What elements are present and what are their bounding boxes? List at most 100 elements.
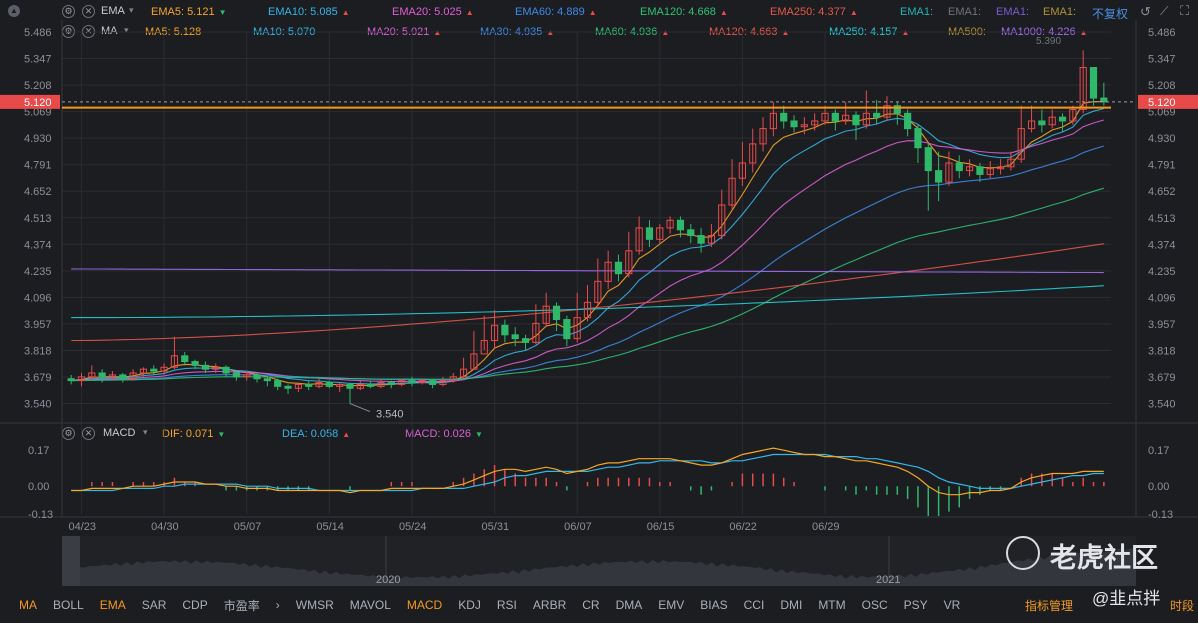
price-axis-left: 5.486 5.347 5.208 5.069 4.930 4.791 4.652 4.513…	[24, 27, 52, 411]
ema-value: EMA120: 4.668 ▲	[640, 6, 728, 18]
candle-body	[459, 368, 468, 378]
candle-body	[1048, 116, 1056, 126]
indicator-tab[interactable]: MTM	[818, 598, 846, 612]
price-tick-label: 4.096	[1148, 292, 1176, 304]
indicator-tab[interactable]: MA	[19, 598, 37, 612]
indicator-tab[interactable]: CR	[582, 598, 600, 612]
close-icon[interactable]: ✕	[82, 5, 95, 18]
candle-body	[542, 305, 550, 324]
candle-body	[573, 317, 581, 340]
macd-tick-label: 0.17	[28, 445, 49, 457]
candle-body	[862, 112, 870, 126]
chevron-down-icon[interactable]: ▾	[129, 5, 134, 15]
settings-gear-icon[interactable]: ⚙	[62, 5, 75, 18]
indicator-tab[interactable]: DMA	[615, 598, 643, 612]
indicator-tab[interactable]: CCI	[743, 598, 765, 612]
candle-body	[377, 382, 385, 387]
navigator-area	[62, 548, 1136, 586]
candle-body	[181, 355, 189, 363]
indicator-tab[interactable]: CDP	[182, 598, 208, 612]
indicator-tab[interactable]: VR	[943, 598, 961, 612]
candle-body	[552, 305, 561, 321]
candle-body	[996, 166, 1005, 170]
indicator-tab[interactable]: KDJ	[458, 598, 481, 612]
up-arrow-icon: ▲	[719, 8, 728, 17]
price-axis-right: 5.486 5.347 5.208 5.069 4.930 4.791 4.652 4.513…	[1148, 27, 1176, 411]
indicator-tab[interactable]: RSI	[496, 598, 517, 612]
price-tick-label: 4.652	[1148, 186, 1176, 198]
price-tick-label: 4.791	[1148, 160, 1176, 172]
candle-body	[1027, 120, 1036, 130]
indicator-tab[interactable]: EMA	[99, 598, 126, 612]
price-tick-label: 5.486	[24, 27, 52, 39]
indicator-tab[interactable]: MACD	[406, 598, 443, 612]
candle-body	[625, 250, 633, 275]
ema-value: EMA10: 5.085 ▲	[268, 6, 350, 18]
ma-line-ema20	[71, 119, 1104, 383]
up-arrow-icon: ▲	[588, 8, 597, 17]
candle-body	[759, 128, 767, 145]
candle-body	[129, 372, 137, 380]
macd-tick-label: 0.00	[1148, 481, 1169, 493]
indicator-tab[interactable]: ›	[275, 598, 280, 612]
candle-body	[924, 147, 932, 172]
indicator-tab[interactable]: OSC	[861, 598, 888, 612]
ema-legend-row: ▲ ⚙ ✕ EMA ▾ EMA5: 5.121 ▼ EMA10: 5.085 ▲ EMA…	[0, 2, 1198, 22]
price-chart[interactable]: 5.486 5.347 5.208 5.069 4.930 4.791 4.652 4.513…	[0, 0, 1198, 593]
candle-body	[263, 378, 271, 382]
candle-body	[274, 380, 282, 387]
current-price-tag	[1138, 94, 1198, 109]
chevron-down-icon[interactable]: ▾	[143, 427, 148, 437]
date-tick-label: 06/22	[729, 521, 757, 533]
date-tick-label: 06/07	[564, 521, 592, 533]
candle-body	[305, 383, 313, 387]
indicator-tab[interactable]: SAR	[141, 598, 167, 612]
indicator-manage-button[interactable]: 指标管理	[1025, 599, 1074, 613]
indicator-tab[interactable]: ARBR	[532, 598, 567, 612]
candle-body	[986, 168, 994, 175]
price-tick-label: 5.347	[1148, 54, 1176, 66]
period-button[interactable]: 时段	[1170, 599, 1195, 613]
price-tick-label: 5.069	[1148, 107, 1176, 119]
reset-icon[interactable]: ↺	[1140, 4, 1151, 19]
candle-body	[645, 227, 654, 240]
macd-value: DIF: 0.071 ▼	[162, 428, 226, 440]
indicator-tab[interactable]: 市盈率	[223, 598, 260, 613]
candle-body	[201, 364, 210, 370]
ema-value: EMA1:	[948, 6, 982, 18]
candle-body	[738, 162, 746, 179]
navigator-year-label: 2021	[876, 574, 900, 586]
ema-value: EMA1:	[996, 6, 1030, 18]
ma-line-ema10	[71, 108, 1104, 385]
price-tick-label: 4.235	[24, 266, 52, 278]
close-icon[interactable]: ✕	[82, 427, 95, 440]
macd-tick-label: -0.13	[28, 509, 53, 521]
indicator-tab[interactable]: EMV	[658, 598, 685, 612]
ma-legend-row: ⚙ ✕ MA ▾ MA5: 5.128 MA10: 5.070 MA20: 5.02…	[0, 22, 1198, 42]
price-tick-label: 3.540	[1148, 399, 1176, 411]
ema-value: EMA250: 4.377 ▲	[770, 6, 858, 18]
fullscreen-icon[interactable]: ⛶	[1180, 3, 1190, 18]
indicator-tab[interactable]: MAVOL	[349, 598, 391, 612]
collapse-icon[interactable]: ▲	[8, 5, 20, 17]
indicator-tab-bar: MA BOLL EMA SAR CDP 市盈率 › WMSR MAVOL MACD KDJ RSI AR…	[0, 593, 1198, 617]
candle-body	[511, 334, 519, 340]
up-arrow-icon: ▲	[342, 430, 351, 439]
candle-body	[769, 112, 777, 130]
candle-body	[490, 324, 499, 342]
indicator-tab[interactable]: PSY	[903, 598, 928, 612]
date-tick-label: 04/23	[68, 521, 96, 533]
ema-value: EMA1:	[900, 6, 934, 18]
chevron-down-icon[interactable]: ▾	[124, 25, 129, 35]
candle-body	[98, 372, 106, 378]
indicator-tab[interactable]: WMSR	[295, 598, 334, 612]
current-price-tag	[0, 94, 60, 109]
adjust-mode-button[interactable]: 不复权	[1092, 7, 1129, 21]
candle-body	[470, 353, 478, 370]
draw-line-icon[interactable]: ⟋	[1160, 4, 1169, 18]
indicator-tab[interactable]: DMI	[780, 598, 803, 612]
candle-body	[108, 374, 117, 378]
indicator-tab[interactable]: BIAS	[700, 598, 728, 612]
price-tick-label: 5.347	[24, 54, 52, 66]
indicator-tab[interactable]: BOLL	[53, 598, 84, 612]
